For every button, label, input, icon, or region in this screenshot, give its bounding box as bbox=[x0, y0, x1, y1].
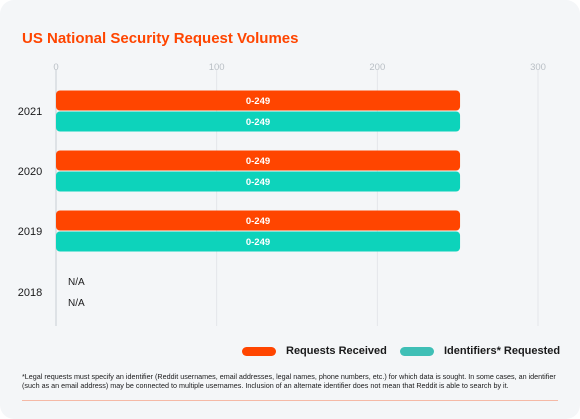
data-label-2021-requests-received: 0-249 bbox=[246, 96, 270, 107]
x-tick-label-200: 200 bbox=[369, 62, 385, 73]
x-tick-label-300: 300 bbox=[530, 62, 546, 73]
legend-label-requests-received: Requests Received bbox=[286, 345, 387, 357]
legend-swatch-requests-received bbox=[242, 346, 276, 356]
category-label-2021: 2021 bbox=[18, 106, 42, 118]
bar-2019-requests-received bbox=[56, 210, 461, 231]
data-label-2020-requests-received: 0-249 bbox=[246, 156, 270, 167]
data-label-2021-identifiers-requested: 0-249 bbox=[246, 117, 270, 128]
category-label-2020: 2020 bbox=[18, 166, 42, 178]
bar-2020-requests-received bbox=[56, 150, 461, 171]
legend-swatch-identifiers-requested bbox=[400, 346, 434, 356]
bar-2021-identifiers-requested bbox=[56, 111, 461, 132]
category-label-2018: 2018 bbox=[18, 287, 42, 299]
x-tick-label-0: 0 bbox=[53, 62, 58, 73]
chart-title: US National Security Request Volumes bbox=[22, 30, 299, 47]
data-label-2018-requests-received: N/A bbox=[68, 277, 85, 288]
bar-2020-identifiers-requested bbox=[56, 171, 461, 192]
legend: Requests Received Identifiers* Requested bbox=[0, 345, 580, 361]
bar-2019-identifiers-requested bbox=[56, 231, 461, 252]
bar-2021-requests-received bbox=[56, 90, 461, 111]
legend-item-requests-received: Requests Received bbox=[242, 345, 387, 357]
data-label-2019-identifiers-requested: 0-249 bbox=[246, 237, 270, 248]
data-label-2019-requests-received: 0-249 bbox=[246, 216, 270, 227]
bottom-divider bbox=[22, 400, 558, 401]
legend-label-identifiers-requested: Identifiers* Requested bbox=[444, 345, 561, 357]
data-label-2020-identifiers-requested: 0-249 bbox=[246, 177, 270, 188]
x-tick-label-100: 100 bbox=[209, 62, 225, 73]
category-label-2019: 2019 bbox=[18, 226, 42, 238]
legend-item-identifiers-requested: Identifiers* Requested bbox=[400, 345, 560, 357]
footnote: *Legal requests must specify an identifi… bbox=[22, 372, 556, 390]
data-label-2018-identifiers-requested: N/A bbox=[68, 298, 85, 309]
